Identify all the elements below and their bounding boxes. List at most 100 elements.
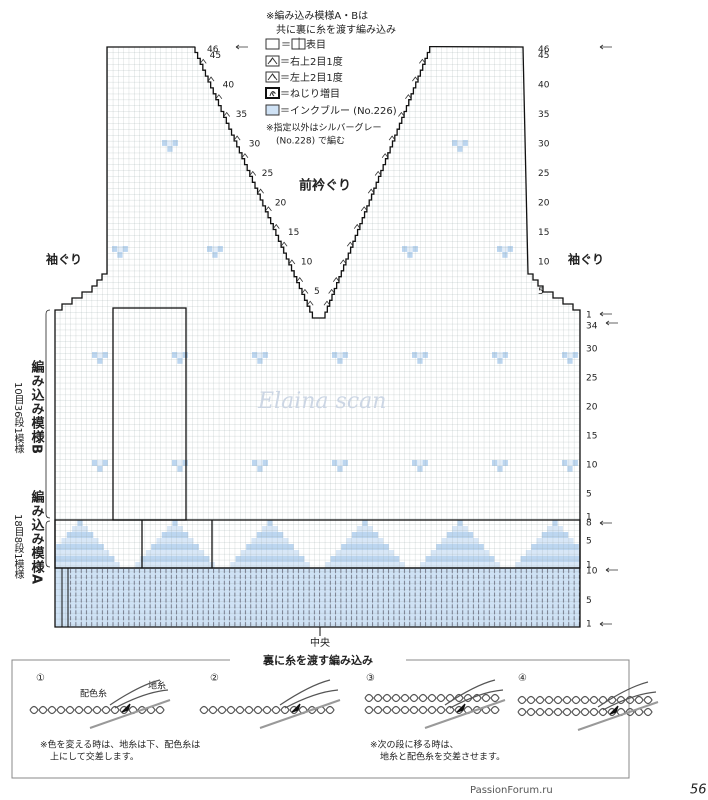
motif-cell — [242, 140, 248, 146]
row-number: 45 — [210, 51, 221, 61]
decrease-symbol — [233, 135, 241, 141]
decrease-symbol — [332, 277, 340, 282]
row-number: 34 — [586, 321, 598, 331]
yarn — [602, 691, 657, 711]
pattern-b-repeat: 10目36段1模様 — [12, 382, 24, 454]
legend-mark: │ — [296, 37, 302, 50]
row-number: 20 — [586, 403, 598, 413]
decrease-symbol — [419, 58, 426, 64]
center-label: 中央 — [310, 636, 330, 649]
legend-eq: ＝ — [281, 40, 291, 51]
arrow — [599, 621, 612, 627]
note: ※次の段に移る時は、 — [370, 739, 459, 751]
armhole-label: 袖ぐり — [46, 252, 82, 267]
legend-item: ＝右上2目1度 — [280, 55, 343, 68]
motif-cell — [382, 140, 388, 146]
legend-item: 表目 — [306, 38, 326, 51]
row-number: 25 — [586, 374, 597, 384]
row-number: 25 — [262, 169, 273, 179]
yarn — [597, 681, 649, 708]
legend-item: ＝ねじり増目 — [280, 87, 340, 100]
symbol — [265, 87, 280, 99]
rib-stitches — [68, 568, 580, 627]
row-number: 20 — [275, 199, 287, 209]
motif-cell — [307, 246, 313, 252]
yarn — [279, 679, 331, 706]
outline — [54, 45, 581, 628]
symbol — [267, 73, 278, 81]
decrease-symbol — [412, 76, 419, 82]
decrease-symbol — [360, 206, 368, 212]
row-number: 5 — [586, 596, 592, 606]
step-number: ③ — [366, 673, 375, 684]
row-number: 10 — [301, 258, 313, 268]
legend-footnote: ※指定以外はシルバーグレー — [266, 122, 382, 134]
arrow — [605, 320, 618, 326]
decrease-symbol — [405, 94, 412, 100]
neck-label: 前衿ぐり — [299, 178, 351, 194]
decrease-symbol — [339, 259, 347, 265]
row-number: 25 — [538, 169, 549, 179]
decrease-symbol — [257, 188, 264, 194]
legend-footnote: (No.228) で編む — [276, 135, 345, 147]
arrow — [605, 567, 618, 573]
decrease-symbol — [215, 94, 223, 100]
howto-panel: 裏に糸を渡す編み込み ① ② ③ ④ 配色糸 地糸 ※色を変える時は、地糸は下、… — [11, 653, 659, 779]
legend-note: ※編み込み模様A・Bは — [266, 9, 368, 22]
decrease-symbol — [374, 170, 382, 176]
decrease-symbol — [199, 58, 207, 64]
decrease-symbol — [296, 277, 304, 282]
row-number: 15 — [586, 432, 597, 442]
symbol — [267, 57, 278, 65]
decrease-symbol — [398, 111, 405, 117]
row-number: 46 — [207, 45, 219, 55]
motif-cell — [377, 145, 383, 152]
decrease-symbol — [223, 111, 231, 117]
row-number: 10 — [538, 258, 550, 268]
symbol — [269, 91, 277, 97]
row-number: 8 — [586, 519, 592, 529]
symbol — [265, 38, 280, 50]
row-number: 40 — [538, 81, 550, 91]
row-number: 1 — [586, 561, 592, 571]
decrease-symbol — [367, 188, 375, 194]
row-number: 35 — [236, 110, 247, 120]
decrease-symbol — [346, 241, 354, 247]
direction-arrow — [291, 703, 301, 713]
direction-arrow — [121, 703, 131, 713]
footer-site: PassionForum.ru — [470, 785, 553, 796]
howto-title: 裏に糸を渡す編み込み — [262, 653, 373, 667]
note: 上にして交差します。 — [50, 751, 139, 763]
title-bg — [230, 654, 406, 668]
row-number: 1 — [586, 620, 592, 630]
row-number: 20 — [538, 199, 550, 209]
motif-cell — [377, 140, 383, 146]
grid — [55, 46, 580, 628]
decrease-symbol — [280, 241, 288, 247]
symbol — [291, 38, 306, 50]
decrease-symbol — [241, 153, 249, 159]
motif-cell — [312, 246, 318, 252]
armhole-label: 袖ぐり — [568, 252, 604, 267]
legend: ※編み込み模様A・Bは 共に裏に糸を渡す編み込み ＝ │ 表目 ＝右上2目1度 … — [265, 9, 397, 147]
decrease-symbol — [249, 170, 257, 176]
motif-cell — [302, 246, 308, 252]
row-number: 15 — [288, 228, 299, 238]
row-number: 40 — [223, 81, 235, 91]
row-number: 45 — [538, 51, 549, 61]
yarn-label: 配色糸 — [80, 688, 107, 700]
legend-item: ＝インクブルー (No.226) — [280, 104, 397, 117]
legend-item: ＝左上2目1度 — [280, 71, 343, 84]
row-number: 35 — [538, 110, 549, 120]
step-number: ④ — [518, 673, 527, 684]
decrease-symbol — [381, 153, 389, 159]
row-number: 10 — [586, 461, 598, 471]
symbol — [265, 55, 280, 67]
pattern-b-title: 編み込み模様B — [29, 359, 45, 454]
decrease-symbol — [388, 135, 396, 141]
needle — [259, 699, 341, 729]
arrow — [599, 44, 612, 50]
row-number: 5 — [314, 287, 320, 297]
decrease-symbol — [301, 288, 309, 294]
